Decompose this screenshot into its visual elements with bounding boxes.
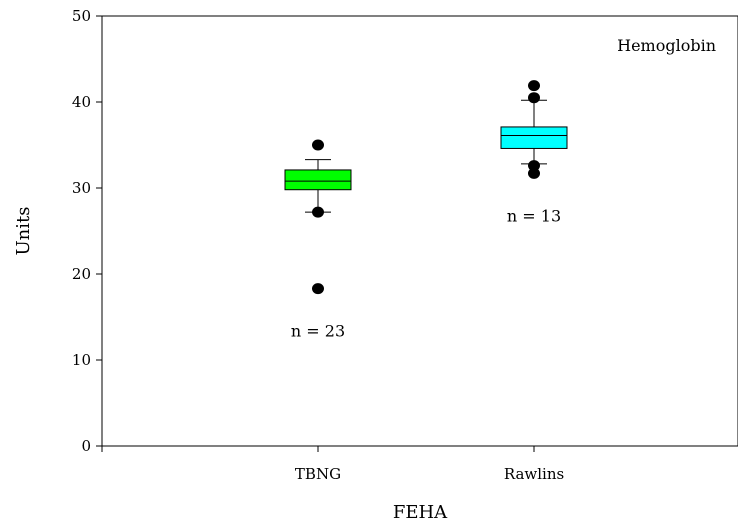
box-series: n = 23 n = 13 (284, 80, 568, 341)
sample-size-label: n = 23 (291, 322, 345, 341)
y-tick-label: 20 (72, 265, 91, 283)
y-tick-label: 10 (72, 351, 91, 369)
y-tick-label: 0 (81, 437, 91, 455)
box-iqr (500, 126, 568, 149)
y-tick-label: 40 (72, 93, 91, 111)
sample-size-label: n = 13 (507, 206, 561, 225)
outlier-point (528, 80, 540, 92)
y-axis-title: Units (13, 207, 34, 256)
x-tick-label: Rawlins (504, 465, 564, 483)
chart-annotation: Hemoglobin (617, 36, 716, 55)
outlier-point (312, 139, 324, 151)
outlier-point (528, 167, 540, 179)
box-tbng: n = 23 (284, 139, 352, 341)
box-iqr (284, 169, 352, 191)
box-rawlins: n = 13 (500, 80, 568, 225)
outlier-point (312, 206, 324, 218)
x-axis: TBNG Rawlins (101, 446, 564, 483)
outlier-point (528, 160, 540, 172)
outlier-point (312, 283, 324, 295)
y-axis: 0 10 20 30 40 50 (72, 7, 102, 455)
y-tick-label: 50 (72, 7, 91, 25)
x-tick-label: TBNG (295, 465, 341, 483)
plot-area-frame (101, 15, 738, 447)
y-tick-label: 30 (72, 179, 91, 197)
outlier-point (528, 92, 540, 104)
x-axis-title: FEHA (393, 502, 448, 523)
